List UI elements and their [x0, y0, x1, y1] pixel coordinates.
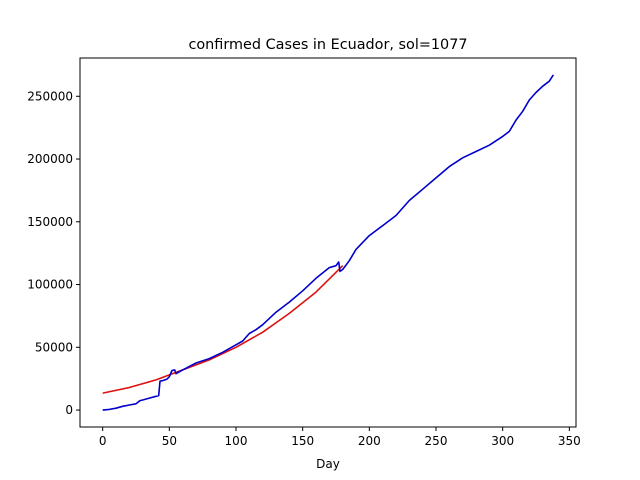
x-axis-label: Day	[316, 457, 340, 471]
plot-frame	[79, 57, 577, 428]
series-line-1	[102, 265, 344, 394]
y-tick-label: 100000	[27, 278, 73, 292]
x-tick-label: 100	[225, 434, 248, 448]
y-tick-label: 200000	[27, 152, 73, 166]
y-tick-label: 250000	[27, 89, 73, 103]
series-layer	[102, 74, 554, 411]
x-tick-label: 200	[358, 434, 381, 448]
series-line-2	[102, 74, 554, 411]
x-tick-label: 50	[162, 434, 177, 448]
x-tick-label: 150	[291, 434, 314, 448]
chart-title: confirmed Cases in Ecuador, sol=1077	[188, 37, 467, 53]
x-tick-label: 250	[425, 434, 448, 448]
y-tick-label: 50000	[35, 340, 73, 354]
y-tick-label: 0	[65, 403, 73, 417]
x-tick-label: 0	[99, 434, 107, 448]
ticks-layer: 0 50 100 150 200 250 300 350 0 50000 100000 150000 2…	[27, 89, 581, 448]
x-tick-label: 350	[558, 434, 581, 448]
y-tick-label: 150000	[27, 215, 73, 229]
x-tick-label: 300	[491, 434, 514, 448]
